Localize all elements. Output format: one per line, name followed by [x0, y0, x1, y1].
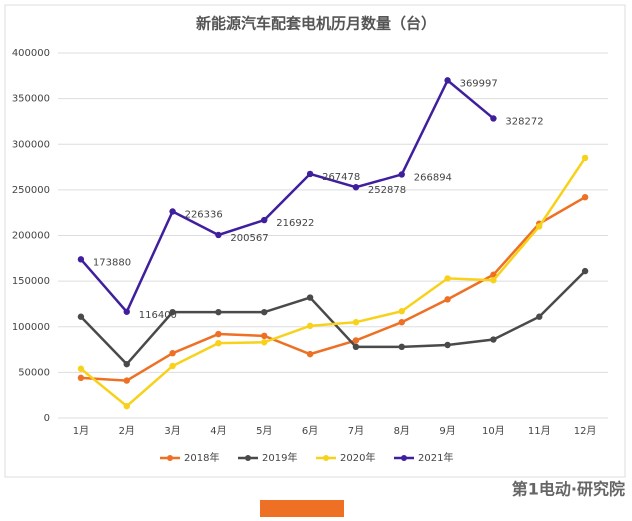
- point: [398, 171, 405, 178]
- point: [261, 308, 268, 316]
- point: [261, 339, 268, 346]
- watermark: 第1电动·研究院: [512, 480, 625, 499]
- point: [77, 374, 85, 382]
- point: [215, 330, 222, 338]
- point: [215, 308, 222, 316]
- legend-marker: [245, 455, 251, 461]
- point: [398, 318, 405, 326]
- point: [352, 343, 360, 351]
- x-tick-label: 8月: [394, 425, 410, 437]
- point: [536, 313, 543, 320]
- x-tick-label: 7月: [348, 425, 364, 437]
- x-tick-label: 10月: [482, 425, 505, 437]
- data-label: 173880: [93, 257, 131, 268]
- series-line: [79, 78, 495, 315]
- point: [490, 115, 497, 122]
- chart-title: 新能源汽车配套电机历月数量（台）: [196, 15, 436, 33]
- y-tick-label: 200000: [12, 231, 50, 242]
- data-label: 116400: [139, 310, 177, 321]
- point: [123, 360, 130, 368]
- point: [123, 377, 130, 384]
- y-tick-label: 400000: [12, 48, 50, 59]
- legend-label: 2018年: [184, 451, 219, 464]
- x-tick-label: 6月: [302, 425, 318, 437]
- y-tick-label: 0: [44, 413, 50, 424]
- point: [169, 308, 176, 316]
- legend-label: 2020年: [340, 451, 375, 464]
- point: [352, 337, 360, 344]
- point: [215, 339, 222, 347]
- y-tick-label: 50000: [18, 367, 50, 378]
- point: [77, 256, 85, 263]
- point: [306, 170, 314, 178]
- point: [444, 296, 451, 303]
- series-line: [80, 196, 586, 382]
- data-label: 200567: [230, 233, 268, 244]
- point: [490, 336, 497, 343]
- y-tick-label: 100000: [12, 322, 50, 333]
- point: [261, 216, 268, 224]
- point: [261, 332, 268, 340]
- data-label: 266894: [414, 172, 452, 183]
- data-label: 216922: [276, 218, 314, 229]
- point: [215, 231, 222, 239]
- point: [581, 154, 589, 162]
- point: [169, 350, 176, 357]
- x-tick-label: 2月: [119, 425, 135, 437]
- point: [77, 313, 85, 320]
- legend-label: 2019年: [262, 451, 297, 464]
- x-tick-label: 11月: [528, 425, 551, 437]
- point: [123, 308, 130, 315]
- y-tick-label: 250000: [12, 185, 50, 196]
- point: [490, 277, 497, 284]
- point: [581, 267, 589, 275]
- point: [306, 294, 314, 301]
- x-tick-label: 9月: [439, 425, 455, 437]
- point: [352, 318, 360, 326]
- point: [444, 341, 451, 349]
- series-line: [80, 270, 586, 367]
- point: [123, 402, 130, 410]
- point: [444, 275, 451, 282]
- x-tick-label: 5月: [256, 425, 272, 437]
- point: [352, 184, 360, 191]
- legend-marker: [323, 455, 329, 461]
- point: [306, 350, 314, 358]
- legend-marker: [401, 455, 407, 461]
- data-label: 252878: [368, 185, 406, 196]
- point: [536, 223, 543, 230]
- series-line: [80, 157, 587, 408]
- legend-label: 2021年: [418, 451, 453, 464]
- chart-frame: [4, 4, 626, 478]
- y-tick-label: 350000: [12, 94, 50, 105]
- y-tick-label: 150000: [12, 276, 50, 287]
- data-label: 226336: [185, 209, 223, 220]
- point: [581, 193, 589, 201]
- data-label: 369997: [460, 78, 498, 89]
- point: [306, 322, 314, 330]
- point: [77, 365, 85, 372]
- x-tick-label: 3月: [164, 425, 180, 437]
- point: [169, 362, 176, 370]
- data-label: 267478: [322, 172, 360, 183]
- point: [444, 77, 451, 84]
- x-tick-label: 1月: [73, 425, 89, 437]
- point: [398, 343, 405, 351]
- point: [398, 308, 405, 315]
- footer-bar: [260, 500, 344, 517]
- data-label: 328272: [505, 116, 543, 127]
- y-tick-label: 300000: [12, 139, 50, 150]
- legend-marker: [167, 455, 173, 461]
- x-tick-label: 12月: [574, 425, 597, 437]
- point: [490, 271, 497, 278]
- point: [169, 208, 176, 215]
- x-tick-label: 4月: [210, 425, 226, 437]
